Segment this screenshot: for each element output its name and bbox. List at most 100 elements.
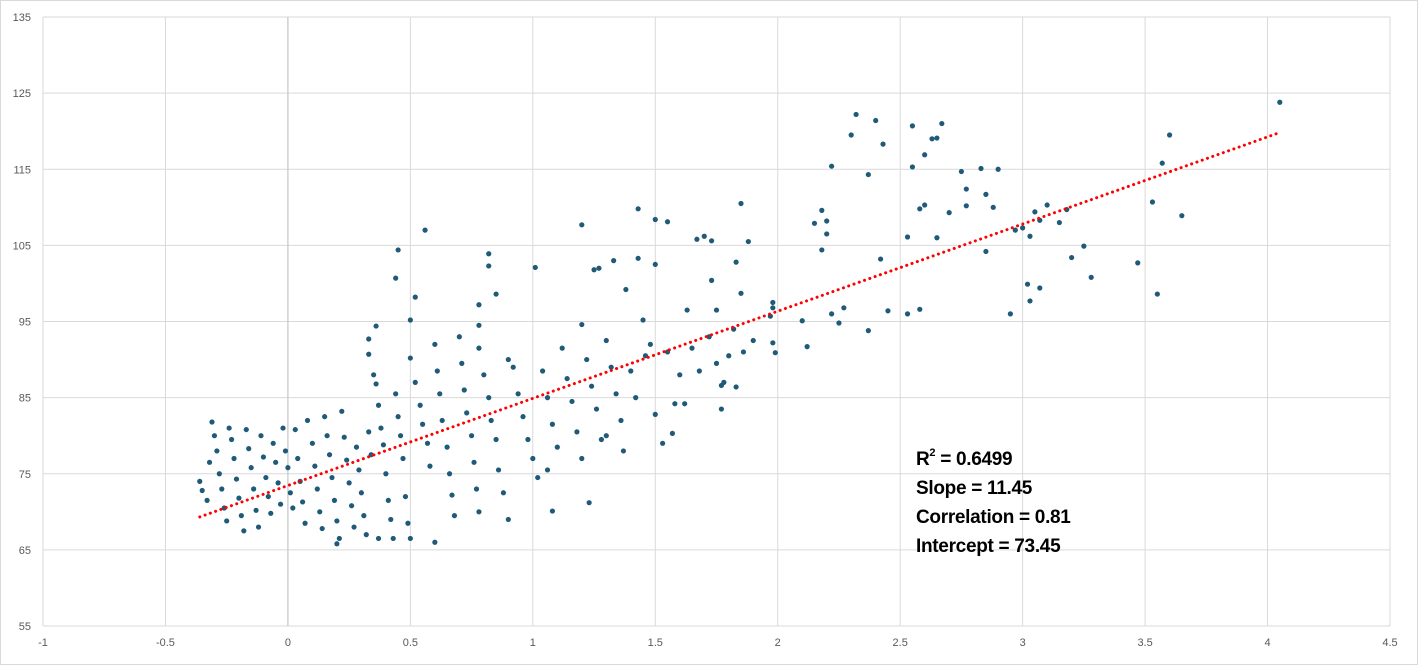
data-point xyxy=(219,486,225,492)
data-point xyxy=(841,305,847,311)
data-point xyxy=(224,518,230,524)
data-point xyxy=(432,341,438,347)
data-point xyxy=(525,436,531,443)
data-point xyxy=(390,535,396,542)
data-point xyxy=(660,440,666,446)
data-point xyxy=(853,111,859,118)
data-point xyxy=(199,487,205,494)
data-point xyxy=(745,238,751,245)
y-tick-label: 95 xyxy=(19,317,31,329)
data-point xyxy=(1027,233,1033,239)
y-tick-label: 65 xyxy=(19,545,31,557)
data-point xyxy=(603,433,609,439)
data-point xyxy=(963,186,969,192)
data-point xyxy=(260,454,267,460)
data-point xyxy=(211,433,218,439)
data-point xyxy=(427,463,433,469)
data-point xyxy=(422,227,428,233)
data-point xyxy=(322,414,328,420)
data-point xyxy=(917,306,923,312)
data-point xyxy=(804,344,810,350)
data-point xyxy=(395,247,401,253)
x-tick-label: 3 xyxy=(1020,637,1026,649)
data-point xyxy=(549,421,556,427)
data-point xyxy=(214,448,220,454)
data-point xyxy=(243,426,249,433)
data-point xyxy=(540,368,546,374)
data-point xyxy=(437,391,443,397)
data-point xyxy=(412,294,418,300)
data-point xyxy=(204,497,210,503)
r2-label: R xyxy=(916,449,930,470)
x-tick-label: 2.5 xyxy=(893,637,908,649)
data-point xyxy=(532,264,538,271)
data-point xyxy=(995,166,1001,172)
data-point xyxy=(263,474,269,481)
data-point xyxy=(738,200,744,207)
data-point xyxy=(1020,225,1026,231)
x-tick-label: 4 xyxy=(1264,637,1270,649)
data-point xyxy=(946,210,952,216)
data-point xyxy=(917,206,923,212)
data-point xyxy=(620,448,627,454)
data-point xyxy=(586,500,592,506)
y-tick-label: 55 xyxy=(19,621,31,633)
correlation-label: Correlation = 0.81 xyxy=(916,507,1071,528)
data-point xyxy=(209,419,215,425)
data-point xyxy=(373,381,379,387)
trendline-path xyxy=(198,131,1282,519)
data-point xyxy=(251,486,257,492)
data-point xyxy=(1159,160,1165,166)
data-point xyxy=(934,135,940,141)
data-point xyxy=(623,286,629,293)
data-point xyxy=(682,401,688,407)
data-point xyxy=(652,261,658,268)
data-point xyxy=(669,430,676,437)
data-point xyxy=(248,465,254,471)
data-point xyxy=(468,433,475,439)
data-point xyxy=(635,206,641,212)
data-point xyxy=(371,372,377,378)
data-point xyxy=(569,398,575,405)
data-points xyxy=(197,99,1283,547)
data-point xyxy=(275,480,281,486)
data-point xyxy=(486,263,492,269)
data-point xyxy=(579,321,585,328)
data-point xyxy=(611,258,617,264)
data-point xyxy=(292,426,298,433)
data-point xyxy=(520,414,526,420)
data-point xyxy=(591,267,597,273)
data-point xyxy=(366,429,372,435)
data-point xyxy=(290,505,296,511)
data-point xyxy=(241,528,247,534)
data-point xyxy=(544,467,551,473)
data-point xyxy=(280,425,286,431)
data-point xyxy=(865,171,871,178)
data-point xyxy=(358,490,364,496)
data-point xyxy=(770,340,776,346)
data-point xyxy=(505,516,511,523)
data-point xyxy=(444,444,450,450)
data-point xyxy=(317,509,323,515)
y-tick-label: 125 xyxy=(13,88,31,100)
data-point xyxy=(819,247,825,253)
data-point xyxy=(329,474,335,481)
data-point xyxy=(829,311,835,317)
data-point xyxy=(588,383,595,389)
y-tick-label: 75 xyxy=(19,469,31,481)
data-point xyxy=(584,356,590,363)
data-point xyxy=(721,379,727,385)
data-point xyxy=(312,463,318,469)
data-point xyxy=(574,429,580,435)
data-point xyxy=(233,476,240,482)
data-point xyxy=(929,136,935,142)
slope-label: Slope = 11.45 xyxy=(916,478,1032,499)
data-point xyxy=(510,364,516,370)
data-point xyxy=(603,337,609,344)
data-point xyxy=(819,207,825,213)
x-tick-label: 0.5 xyxy=(403,637,418,649)
data-point xyxy=(356,467,362,473)
data-point xyxy=(385,497,391,503)
data-point xyxy=(495,467,502,473)
